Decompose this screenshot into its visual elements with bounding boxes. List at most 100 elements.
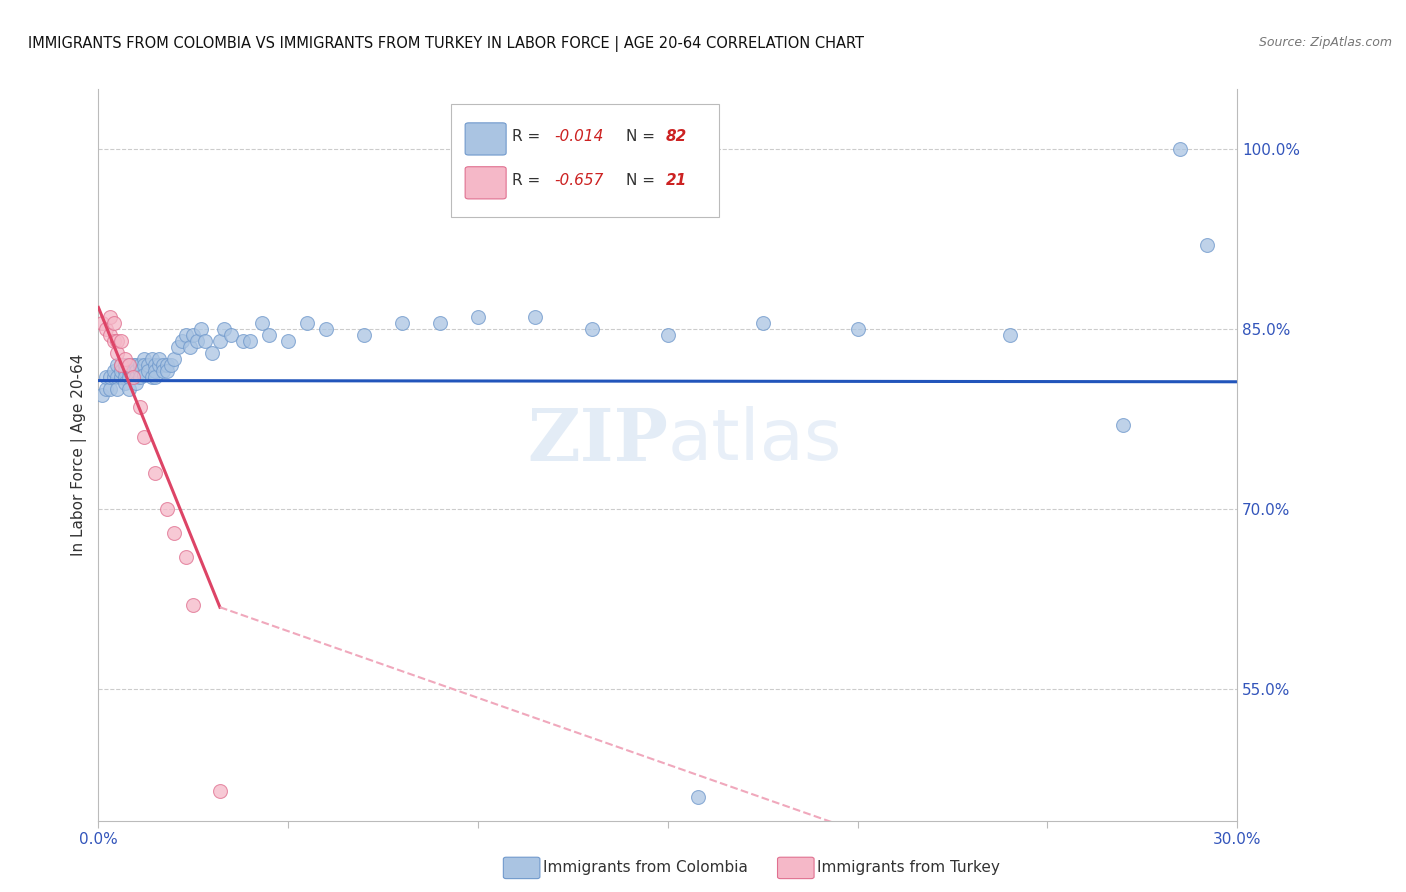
Point [121,370,143,384]
Point [152,364,174,378]
Point [103,370,125,384]
Point [183,328,205,343]
Point [103,334,125,348]
Point [107,334,129,348]
Point [315,322,337,336]
Text: atlas: atlas [668,406,842,475]
Point [98,382,121,396]
FancyBboxPatch shape [465,123,506,155]
Point [148,358,170,372]
Point [110,364,132,378]
Point [107,382,129,396]
Point [94,322,117,336]
Point [107,346,129,360]
Point [103,364,125,378]
Point [174,328,197,343]
Point [179,340,201,354]
Point [250,316,273,330]
Point [297,316,319,330]
Point [98,370,121,384]
Point [353,328,375,343]
Point [121,364,143,378]
FancyBboxPatch shape [465,167,506,199]
Point [98,328,121,343]
Point [118,370,141,384]
Point [190,322,212,336]
Point [688,789,710,804]
Point [145,370,167,384]
Point [129,364,152,378]
Text: N =: N = [626,129,659,145]
Point [118,358,141,372]
Point [114,376,136,390]
Text: N =: N = [626,173,659,188]
Point [524,310,547,324]
Point [118,364,141,378]
Y-axis label: In Labor Force | Age 20-64: In Labor Force | Age 20-64 [72,354,87,556]
Point [110,358,132,372]
Point [1170,142,1192,156]
Text: -0.657: -0.657 [554,173,603,188]
Point [121,370,143,384]
Point [846,322,869,336]
Point [114,358,136,372]
Point [110,370,132,384]
Point [163,525,186,540]
Point [118,382,141,396]
Point [194,334,217,348]
Point [186,334,208,348]
Point [121,358,143,372]
Point [114,351,136,366]
Text: R =: R = [512,129,546,145]
Point [429,316,451,330]
Point [152,358,174,372]
Point [208,783,231,797]
Point [156,358,179,372]
Point [259,328,281,343]
Point [136,364,159,378]
Point [91,316,114,330]
Point [129,370,152,384]
Point [183,598,205,612]
Point [91,388,114,402]
Point [94,370,117,384]
Point [118,358,141,372]
Point [94,382,117,396]
Point [125,370,148,384]
FancyBboxPatch shape [451,103,718,218]
Point [103,316,125,330]
Text: IMMIGRANTS FROM COLOMBIA VS IMMIGRANTS FROM TURKEY IN LABOR FORCE | AGE 20-64 CO: IMMIGRANTS FROM COLOMBIA VS IMMIGRANTS F… [28,36,865,52]
Point [201,346,224,360]
Point [145,358,167,372]
Point [208,334,231,348]
Point [148,351,170,366]
Text: Source: ZipAtlas.com: Source: ZipAtlas.com [1258,36,1392,49]
Point [110,358,132,372]
Point [221,328,243,343]
Point [467,310,489,324]
Point [1112,417,1135,432]
Point [107,370,129,384]
Point [232,334,254,348]
Point [145,466,167,480]
Point [114,364,136,378]
Point [107,358,129,372]
Point [125,364,148,378]
Text: ZIP: ZIP [527,405,668,475]
Point [141,370,163,384]
Point [163,351,186,366]
Point [114,370,136,384]
Point [129,400,152,414]
Text: Immigrants from Turkey: Immigrants from Turkey [817,861,1000,875]
Point [156,364,179,378]
Point [125,376,148,390]
Point [239,334,262,348]
Point [170,334,193,348]
Point [110,334,132,348]
Point [159,358,181,372]
Point [98,310,121,324]
Point [141,351,163,366]
Point [657,328,679,343]
Point [129,358,152,372]
Point [581,322,603,336]
